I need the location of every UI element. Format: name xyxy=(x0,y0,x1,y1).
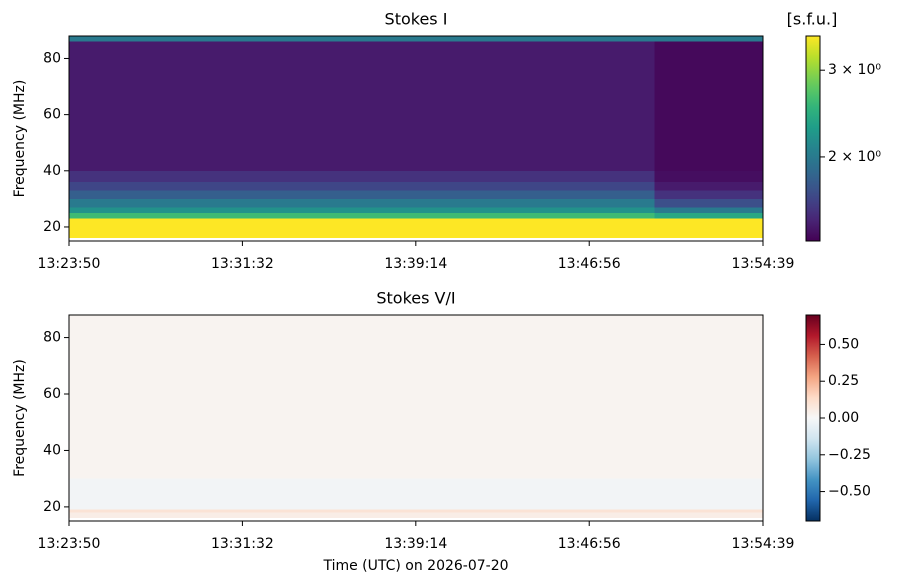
x-axis-label: Time (UTC) on 2026-07-20 xyxy=(322,558,508,574)
colorbar xyxy=(805,314,821,522)
heatmap-cell xyxy=(654,207,763,213)
heatmap-cell xyxy=(69,41,655,171)
colorbar-tick-label: 2 × 10⁰ xyxy=(828,149,881,165)
heatmap-cell xyxy=(654,36,763,42)
heatmap-cell xyxy=(654,190,763,199)
x-tick-label: 13:39:14 xyxy=(384,256,447,272)
heatmap-cell xyxy=(654,170,763,183)
heatmap-cell xyxy=(69,182,655,191)
heatmap-cell xyxy=(654,212,763,219)
y-tick-label: 80 xyxy=(43,330,61,346)
y-axis-label: Frequency (MHz) xyxy=(12,80,28,198)
y-tick-label: 20 xyxy=(43,219,61,235)
heatmap-cell xyxy=(654,218,763,239)
heatmap-cell xyxy=(69,198,655,208)
colorbar-tick-label: 0.25 xyxy=(828,373,859,389)
y-tick-label: 40 xyxy=(43,163,61,179)
colorbar-tick-label: −0.25 xyxy=(828,447,871,463)
y-tick-label: 80 xyxy=(43,50,61,66)
heatmap-cell xyxy=(69,212,655,219)
x-tick-label: 13:54:39 xyxy=(732,256,795,272)
y-tick-label: 60 xyxy=(43,386,61,402)
heatmap-cell xyxy=(69,170,655,183)
chart-title: Stokes I xyxy=(385,10,448,29)
heatmap-cell xyxy=(654,41,763,171)
colorbar-tick-label: 0.00 xyxy=(828,410,859,426)
heatmap-cell xyxy=(69,190,655,199)
y-tick-label: 60 xyxy=(43,107,61,123)
heatmap-cell xyxy=(69,478,763,510)
x-tick-label: 13:31:32 xyxy=(211,536,274,552)
heatmap-cell xyxy=(69,36,655,42)
y-tick-label: 40 xyxy=(43,442,61,458)
heatmap-cell xyxy=(69,218,655,239)
colorbar-label: [s.f.u.] xyxy=(787,10,838,29)
x-tick-label: 13:39:14 xyxy=(384,536,447,552)
y-tick-label: 20 xyxy=(43,499,61,515)
y-axis-label: Frequency (MHz) xyxy=(12,359,28,477)
colorbar-tick-label: 0.50 xyxy=(828,336,859,352)
heatmap-cell xyxy=(69,315,763,479)
heatmap-cell xyxy=(69,509,763,513)
heatmap-cell xyxy=(654,182,763,191)
heatmap-cell xyxy=(69,207,655,213)
x-tick-label: 13:46:56 xyxy=(558,256,621,272)
x-tick-label: 13:46:56 xyxy=(558,536,621,552)
heatmap-cell xyxy=(654,198,763,208)
x-tick-label: 13:23:50 xyxy=(38,536,101,552)
x-tick-label: 13:31:32 xyxy=(211,256,274,272)
colorbar-tick-label: 3 × 10⁰ xyxy=(828,62,881,78)
x-tick-label: 13:23:50 xyxy=(38,256,101,272)
x-tick-label: 13:54:39 xyxy=(732,536,795,552)
chart-title: Stokes V/I xyxy=(376,289,455,308)
heatmap-cell xyxy=(69,512,763,519)
colorbar-tick-label: −0.50 xyxy=(828,484,871,500)
colorbar xyxy=(805,35,821,242)
